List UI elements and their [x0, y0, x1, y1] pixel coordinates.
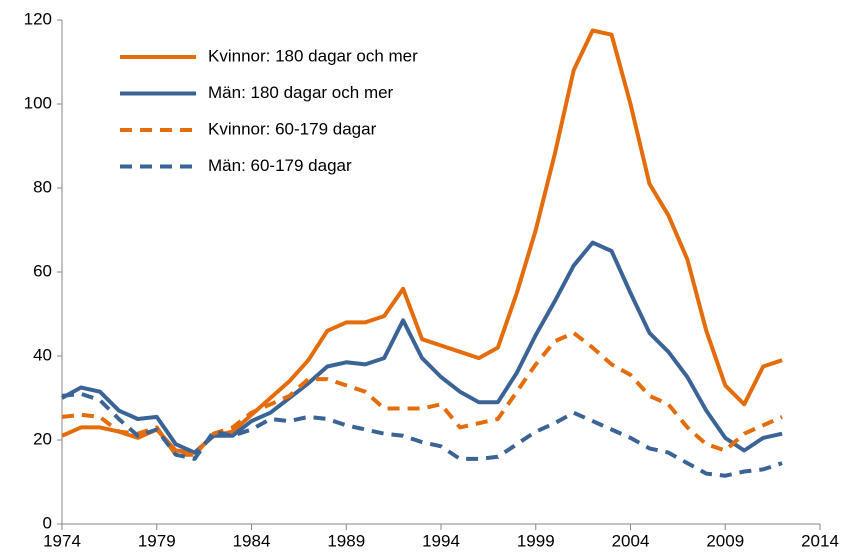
x-tick-label: 1974: [43, 531, 81, 550]
x-tick-label: 2009: [706, 531, 744, 550]
legend-label: Kvinnor: 180 dagar och mer: [208, 46, 418, 65]
legend-label: Män: 180 dagar och mer: [208, 83, 394, 102]
x-tick-label: 2004: [612, 531, 650, 550]
legend-label: Kvinnor: 60-179 dagar: [208, 119, 377, 138]
y-tick-label: 0: [43, 513, 52, 532]
data-line: [61, 391, 783, 478]
x-tick-label: 1999: [517, 531, 555, 550]
x-tick-label: 1979: [138, 531, 176, 550]
data-line: [61, 240, 783, 455]
x-tick-label: 1984: [233, 531, 271, 550]
x-tick-label: 1994: [422, 531, 460, 550]
x-tick-label: 1989: [327, 531, 365, 550]
y-tick-label: 120: [24, 9, 52, 28]
x-tick-label: 2014: [801, 531, 839, 550]
y-tick-label: 60: [33, 261, 52, 280]
data-line: [61, 28, 783, 455]
y-tick-label: 80: [33, 177, 52, 196]
y-tick-label: 100: [24, 93, 52, 112]
y-tick-label: 20: [33, 429, 52, 448]
y-tick-label: 40: [33, 345, 52, 364]
legend-label: Män: 60-179 dagar: [208, 156, 352, 175]
